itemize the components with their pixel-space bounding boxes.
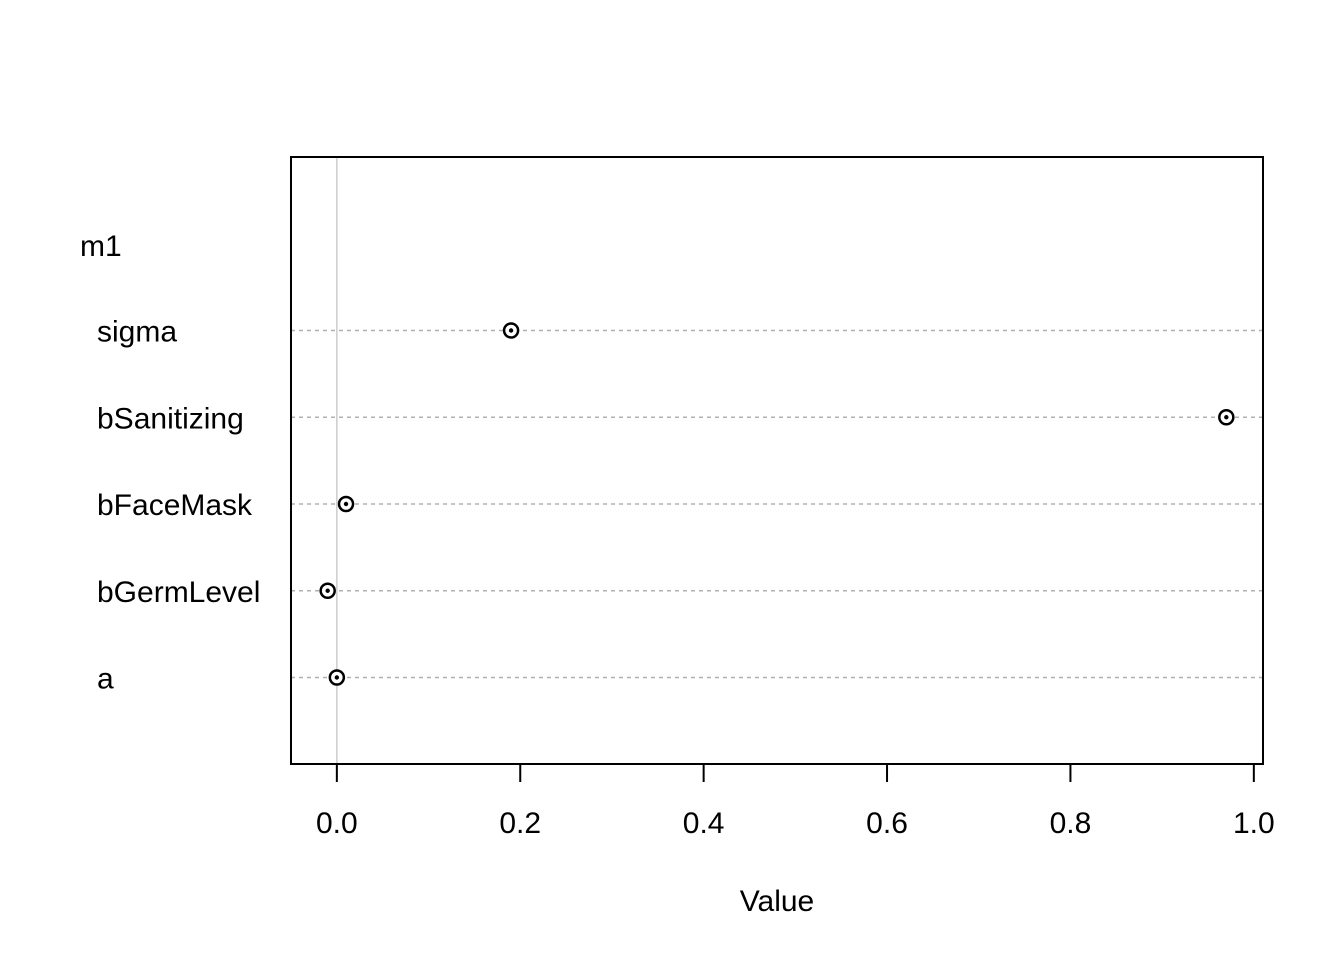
- x-tick-label-1: 0.2: [499, 807, 541, 840]
- data-points: [319, 322, 1235, 686]
- x-tick-labels: 0.0 0.2 0.4 0.6 0.8 1.0: [316, 807, 1275, 840]
- group-label: m1: [80, 230, 122, 263]
- row-labels: sigma bSanitizing bFaceMask bGermLevel a: [97, 316, 260, 696]
- point-center-a: [334, 675, 340, 680]
- point-center-sigma: [508, 328, 514, 333]
- point-center-bFaceMask: [343, 501, 349, 507]
- x-axis: 0.0 0.2 0.4 0.6 0.8 1.0: [316, 763, 1275, 840]
- row-label-bGermLevel: bGermLevel: [97, 576, 260, 609]
- x-tick-label-4: 0.8: [1050, 807, 1092, 840]
- x-tick-label-2: 0.4: [683, 807, 725, 840]
- point-center-bSanitizing: [1224, 415, 1229, 420]
- x-tick-label-5: 1.0: [1233, 807, 1275, 840]
- row-label-a: a: [97, 663, 114, 696]
- point-center-bGermLevel: [325, 588, 330, 593]
- x-ticks: [335, 764, 1255, 782]
- row-label-bFaceMask: bFaceMask: [97, 489, 253, 522]
- row-guides: [291, 329, 1263, 679]
- row-label-bSanitizing: bSanitizing: [97, 402, 244, 435]
- x-axis-label: Value: [740, 885, 815, 918]
- x-tick-label-3: 0.6: [866, 807, 908, 840]
- x-tick-label-0: 0.0: [316, 807, 358, 840]
- row-label-sigma: sigma: [97, 316, 177, 349]
